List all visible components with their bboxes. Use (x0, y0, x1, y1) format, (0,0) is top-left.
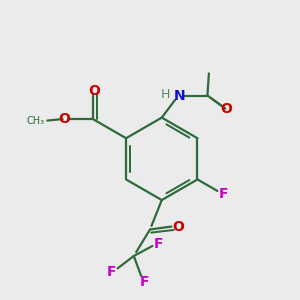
Text: F: F (154, 237, 164, 250)
Text: O: O (220, 102, 232, 116)
Text: H: H (161, 88, 170, 100)
Text: F: F (107, 265, 116, 279)
Text: O: O (88, 83, 100, 98)
Text: CH₃: CH₃ (27, 116, 45, 126)
Text: O: O (172, 220, 184, 234)
Text: N: N (174, 88, 185, 103)
Text: F: F (140, 275, 149, 290)
Text: O: O (58, 112, 70, 126)
Text: F: F (219, 188, 228, 202)
